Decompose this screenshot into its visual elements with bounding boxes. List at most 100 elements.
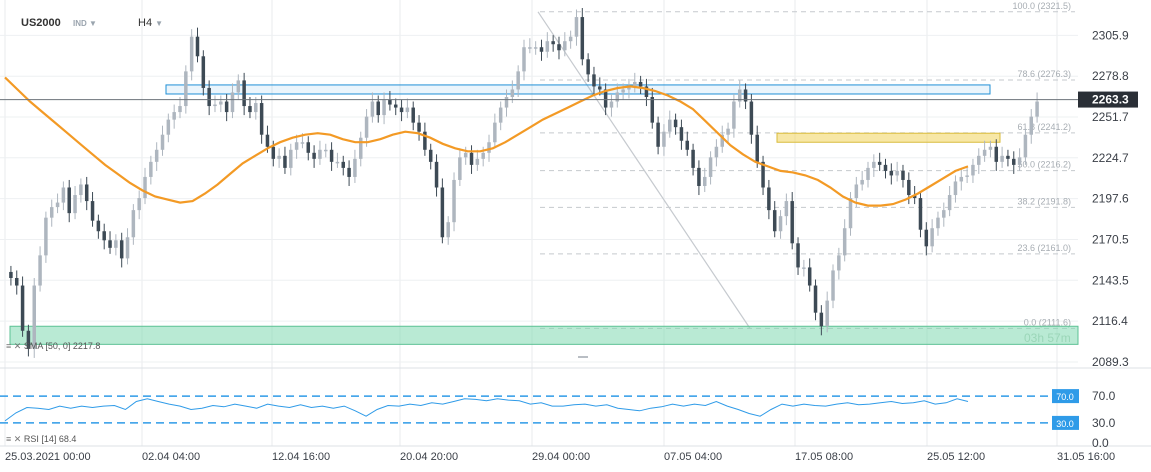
candle-body	[650, 97, 655, 123]
candle-body	[61, 187, 66, 203]
candle-body	[318, 149, 322, 159]
candle-body	[20, 285, 25, 331]
candle-body	[539, 47, 544, 52]
candle-body	[586, 59, 590, 75]
support-zone	[776, 132, 1001, 143]
candle-body	[953, 181, 958, 196]
sma-line	[4, 76, 969, 207]
candle-body	[732, 101, 736, 129]
timeframe-selector[interactable]: H4 ▼	[138, 17, 164, 29]
rsi-level-badge	[1052, 389, 1079, 404]
candle-body	[73, 195, 77, 214]
candle-body	[137, 198, 141, 211]
candle-body	[772, 210, 777, 232]
price-tick-label: 2170.5	[1092, 233, 1129, 247]
price-tick-label: 2197.6	[1092, 192, 1129, 206]
price-tick-label: 2224.7	[1092, 151, 1129, 165]
price-axis: 2305.9 2278.8 2251.7 2224.7 2197.6 2170.5 2143…	[1092, 28, 1129, 369]
candle-body	[219, 101, 223, 105]
candle-body	[405, 107, 410, 113]
candle-body	[825, 300, 829, 327]
candle-body	[265, 134, 270, 147]
candle-body	[568, 36, 573, 42]
candle-body	[737, 89, 742, 102]
candle-body	[895, 170, 899, 176]
menu-icon[interactable]: ≡	[6, 434, 12, 444]
candle-body	[1029, 116, 1034, 135]
sma-line-group	[4, 76, 969, 207]
candle-body	[294, 142, 299, 150]
menu-icon[interactable]: ≡	[6, 341, 12, 351]
candle-body	[300, 142, 305, 144]
candle-body	[842, 228, 847, 256]
candle-body	[708, 157, 713, 177]
candle-body	[96, 220, 101, 232]
sma-legend-value: 2217.8	[72, 341, 101, 351]
candle-body	[522, 47, 526, 72]
candle-body	[947, 195, 952, 211]
candle-body	[720, 134, 724, 147]
candle-body	[504, 97, 509, 108]
candle-body	[726, 128, 730, 135]
fib-level-label: 50.0 (2216.2)	[1017, 160, 1071, 170]
rsi-tick-label: 70.0	[1092, 389, 1116, 403]
candle-body	[603, 89, 608, 108]
candle-body	[551, 41, 555, 45]
chevron-down-icon[interactable]: ▼	[155, 19, 164, 28]
candle-body	[866, 167, 870, 180]
candle-body	[108, 240, 112, 248]
time-tick-label: 29.04 00:00	[532, 451, 590, 463]
candle-body	[259, 103, 264, 135]
candle-body	[347, 167, 351, 177]
candle-body	[55, 202, 60, 208]
candle-body	[417, 122, 421, 132]
candle-body	[277, 155, 281, 159]
candle-body	[289, 149, 293, 168]
price-tick-label: 2143.5	[1092, 273, 1129, 287]
sma-legend[interactable]: ≡ ✕ SMA [50, 0] 2217.8	[6, 341, 100, 352]
candle-body	[528, 47, 532, 49]
close-icon[interactable]: ✕	[13, 434, 22, 444]
candle-body	[154, 149, 159, 162]
candle-body	[283, 155, 287, 168]
candle-body	[621, 89, 625, 93]
time-tick-label: 12.04 16:00	[272, 451, 330, 463]
rsi-panel: 70.0 30.0 70.0 30.0 0.0	[0, 356, 1151, 450]
candle-body	[26, 330, 31, 349]
instrument-type-label[interactable]: IND ▼	[73, 19, 97, 28]
candle-body	[633, 81, 637, 87]
close-icon[interactable]: ✕	[13, 341, 22, 351]
price-tick-label: 2305.9	[1092, 28, 1129, 42]
candle-body	[796, 243, 800, 268]
candle-body	[988, 146, 993, 150]
candle-body	[172, 112, 176, 120]
bottom-zone	[9, 325, 1079, 345]
candle-body	[178, 106, 182, 113]
rsi-legend[interactable]: ≡ ✕ RSI [14] 68.4	[6, 434, 76, 445]
candle-body	[271, 146, 276, 159]
candle-body	[615, 92, 620, 102]
candle-body	[364, 116, 369, 138]
candle-body	[353, 158, 357, 177]
candle-body	[254, 103, 258, 113]
sma-legend-label: SMA [50, 0]	[23, 341, 71, 351]
candle-body	[918, 198, 923, 230]
chevron-down-icon[interactable]: ▼	[89, 19, 97, 28]
candle-body	[702, 176, 707, 186]
candle-body	[324, 149, 328, 152]
candle-body	[67, 187, 71, 214]
candle-body	[341, 161, 346, 168]
candle-body	[189, 36, 194, 72]
candle-body	[119, 240, 124, 259]
symbol-label[interactable]: US2000	[21, 17, 61, 29]
candle-body	[248, 106, 252, 113]
candle-body	[907, 179, 911, 196]
fib-trend-line	[537, 11, 751, 329]
candle-body	[784, 201, 789, 217]
candle-body	[755, 134, 759, 162]
price-tick-label: 2116.4	[1092, 314, 1128, 328]
candle-body	[201, 56, 206, 88]
candle-body	[638, 81, 643, 87]
candle-body	[411, 107, 415, 123]
